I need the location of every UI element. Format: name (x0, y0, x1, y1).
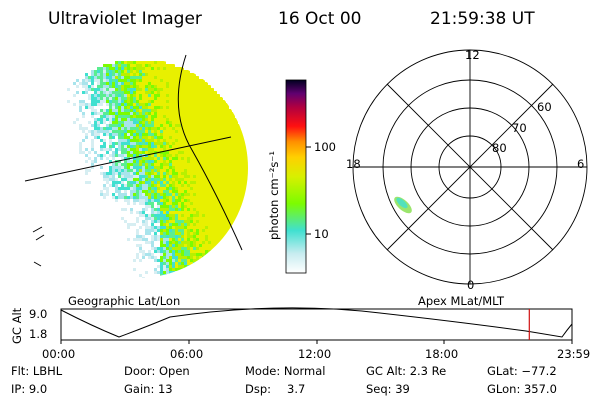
lat-label-60: 60 (537, 100, 552, 114)
timeline-xtick-0000: 00:00 (42, 347, 75, 361)
auroral-image (24, 54, 248, 278)
auroral-emission (31, 61, 248, 278)
colorbar-tick-10: 10 (314, 227, 329, 241)
lat-label-80: 80 (492, 141, 507, 155)
polar-axis-diag2 (386, 83, 554, 251)
door-field: Door: Open (124, 364, 190, 378)
seq-field: Seq: 39 (366, 382, 410, 396)
ip-field: IP: 9.0 (11, 382, 47, 396)
dsp-value: 3.7 (287, 382, 305, 396)
header: Ultraviolet Imager 16 Oct 00 21:59:38 UT (48, 9, 535, 29)
timeline: Geographic Lat/Lon Apex MLat/MLT GC Alt … (10, 294, 590, 361)
date-label: 16 Oct 00 (278, 9, 361, 29)
gc-alt-field: GC Alt: 2.3 Re (366, 364, 446, 378)
status-footer: Flt: LBHL Door: Open Mode: Normal GC Alt… (11, 364, 557, 396)
colorbar-unit-label: photon cm⁻²s⁻¹ (267, 151, 281, 240)
timeline-xtick-1200: 12:00 (298, 347, 331, 361)
polar-plot: 12 18 6 0 60 70 80 (346, 48, 588, 292)
timeline-xtick-2359: 23:59 (557, 347, 590, 361)
lat-label-70: 70 (512, 121, 527, 135)
color-bar: 100 10 photon cm⁻²s⁻¹ (267, 79, 336, 274)
timeline-ytick-1-8: 1.8 (29, 327, 47, 341)
instrument-title: Ultraviolet Imager (48, 9, 202, 29)
mlt-label-6: 6 (577, 157, 584, 171)
altitude-curve (60, 307, 573, 338)
glon-field: GLon: 357.0 (487, 382, 557, 396)
color-bar-gradient (285, 79, 307, 274)
timeline-y-axis-label: GC Alt (10, 307, 24, 344)
timeline-xtick-1800: 18:00 (425, 347, 458, 361)
geo-lon-line (177, 54, 243, 251)
timeline-left-label: Geographic Lat/Lon (68, 294, 180, 308)
mlt-label-18: 18 (346, 157, 361, 171)
dsp-label: Dsp: (245, 382, 271, 396)
timeline-frame (60, 308, 573, 341)
timeline-ytick-9: 9.0 (29, 307, 47, 321)
timeline-right-label: Apex MLat/MLT (418, 294, 505, 308)
glat-field: GLat: −77.2 (487, 364, 557, 378)
mlt-label-12: 12 (465, 48, 480, 62)
timeline-xtick-0600: 06:00 (170, 347, 203, 361)
mlt-label-0: 0 (467, 278, 474, 292)
gain-field: Gain: 13 (124, 382, 173, 396)
filter-field: Flt: LBHL (11, 364, 63, 378)
colorbar-tick-100: 100 (314, 140, 336, 154)
geo-lat-line (24, 136, 232, 182)
edge-ticks (32, 226, 45, 267)
time-label: 21:59:38 UT (430, 9, 535, 29)
mode-field: Mode: Normal (245, 364, 325, 378)
